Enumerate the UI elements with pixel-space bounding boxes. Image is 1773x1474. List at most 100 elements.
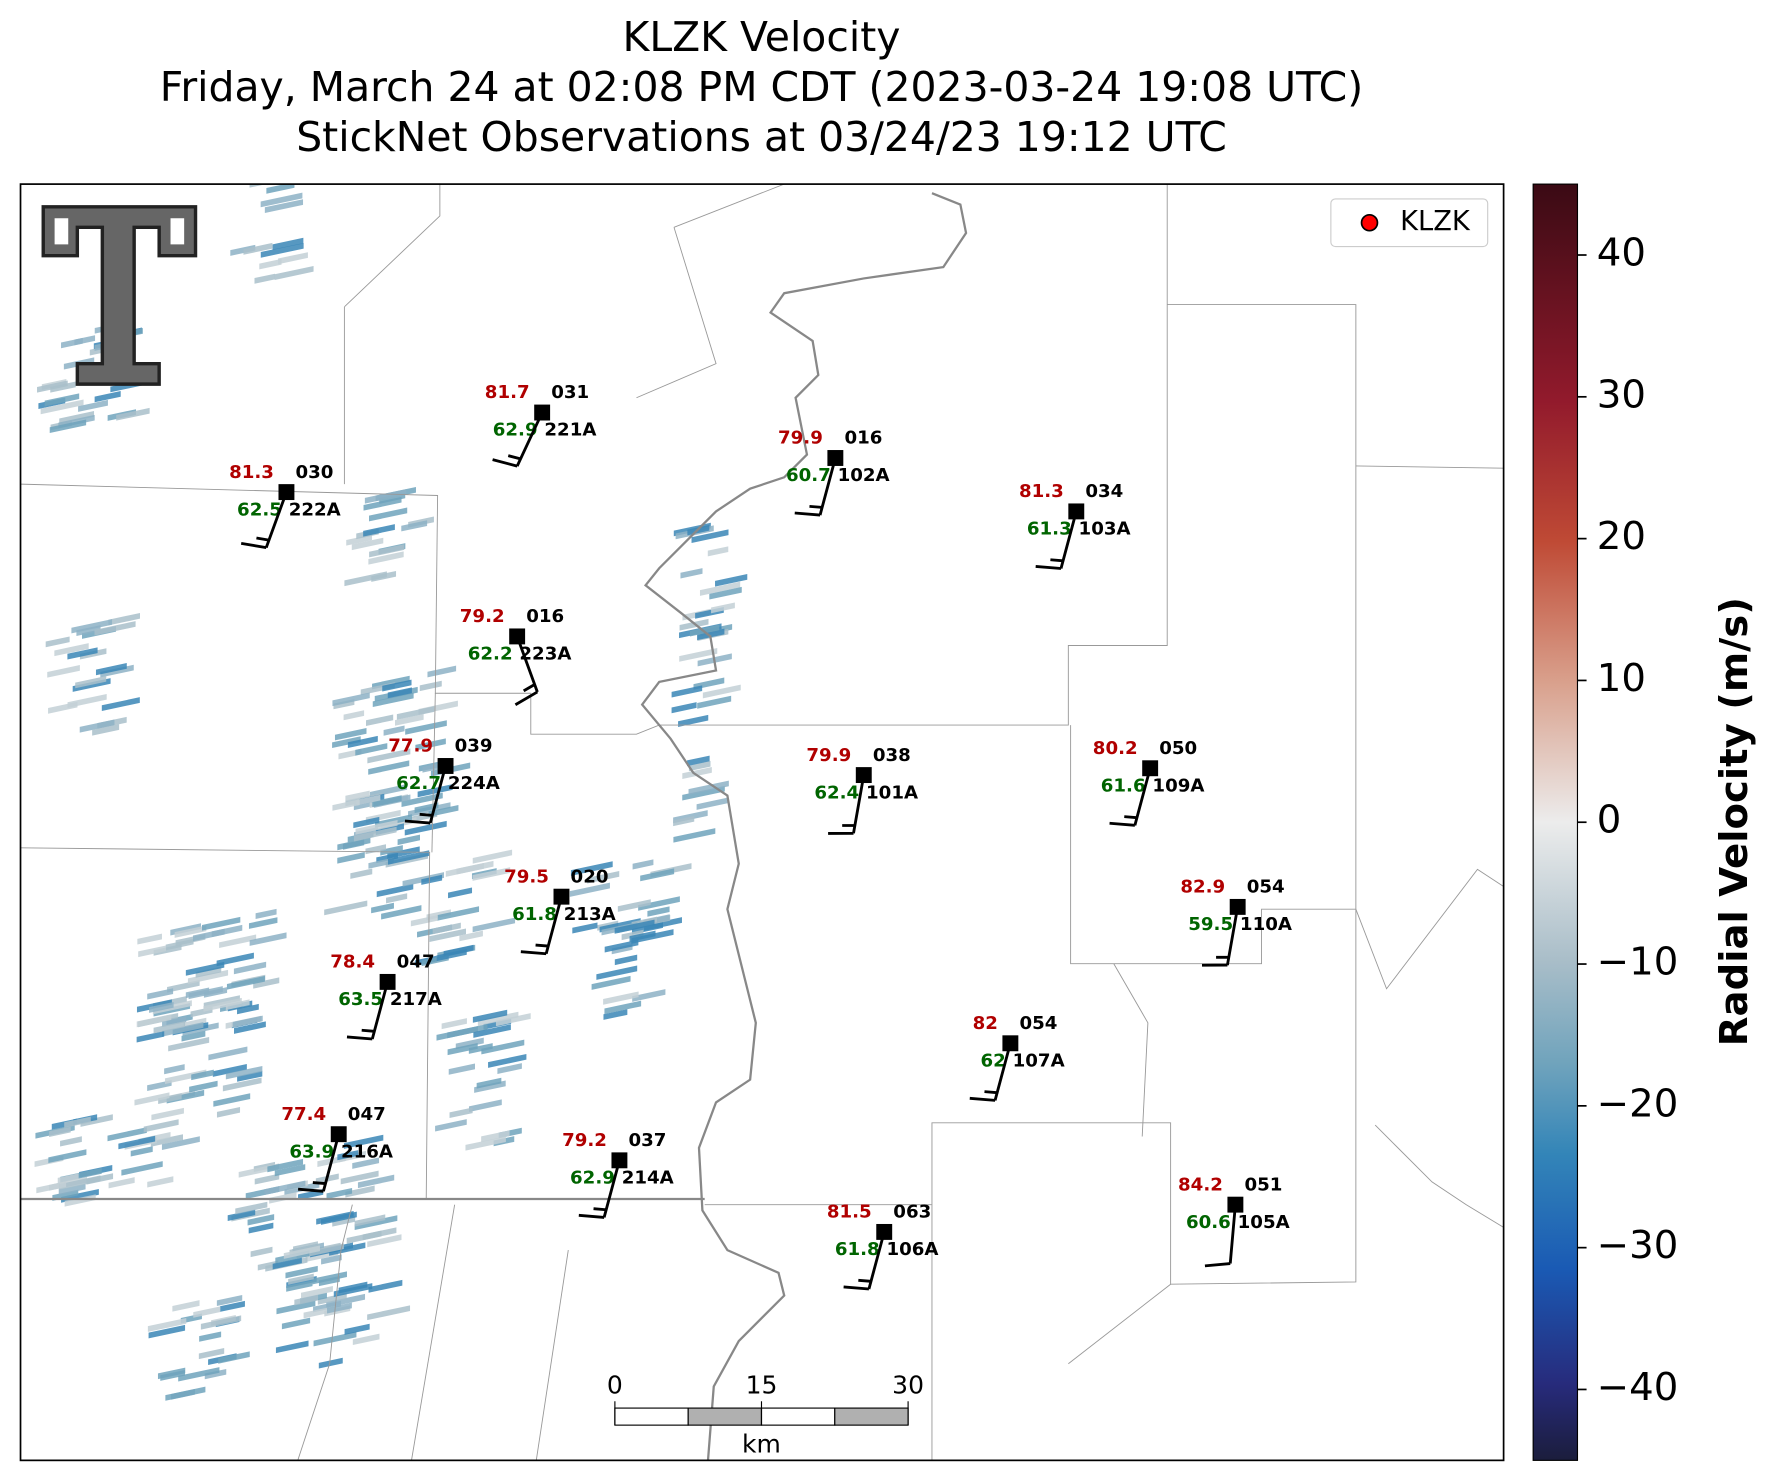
- echo: [272, 237, 304, 251]
- echo: [367, 1305, 411, 1321]
- echo: [130, 1146, 153, 1157]
- echo: [603, 991, 639, 1005]
- echo: [281, 1317, 311, 1330]
- echo: [351, 537, 384, 551]
- dewpoint: 62.7: [396, 773, 441, 794]
- echo: [158, 1093, 182, 1104]
- echo: [275, 1340, 309, 1354]
- echo: [285, 1265, 318, 1279]
- logo: [41, 205, 198, 386]
- station-marker: [509, 628, 526, 645]
- echo: [632, 859, 654, 870]
- echo: [50, 381, 76, 393]
- echo: [691, 529, 729, 543]
- map-area: [20, 184, 1504, 1461]
- dewpoint: 62.9: [570, 1168, 615, 1189]
- echo: [300, 1286, 333, 1299]
- legend: [1330, 198, 1489, 248]
- echo: [364, 489, 407, 504]
- legend-marker: [1360, 213, 1379, 232]
- station-id: 107A: [1013, 1050, 1065, 1071]
- echo: [233, 1021, 266, 1034]
- dewpoint: 61.6: [1101, 775, 1146, 796]
- dewpoint: 61.3: [1027, 519, 1072, 540]
- scale-label: 15: [746, 1370, 778, 1399]
- echo: [591, 975, 631, 990]
- echo: [219, 934, 257, 949]
- echo: [447, 1043, 478, 1056]
- echo: [441, 1018, 467, 1030]
- title-line: KLZK Velocity: [623, 13, 901, 61]
- colorbar-tick-label: 0: [1597, 798, 1622, 843]
- scale-label: 30: [892, 1370, 924, 1399]
- station-code: 016: [844, 428, 882, 449]
- title-line: StickNet Observations at 03/24/23 19:12 …: [296, 113, 1227, 161]
- echo: [632, 989, 666, 1002]
- scale-segment: [614, 1407, 689, 1426]
- echo: [427, 665, 457, 678]
- echo: [172, 1300, 200, 1312]
- echo: [247, 1214, 275, 1226]
- echo: [107, 1127, 147, 1142]
- station-id: 102A: [838, 465, 890, 486]
- echo: [49, 1126, 71, 1137]
- echo: [161, 1022, 204, 1037]
- echo: [121, 1161, 163, 1176]
- echo: [288, 1273, 314, 1285]
- echo: [222, 1077, 262, 1092]
- echo: [48, 1149, 87, 1164]
- echo: [294, 1294, 319, 1306]
- echo: [248, 917, 278, 929]
- echo: [237, 1070, 263, 1082]
- legend-label: KLZK: [1400, 206, 1471, 237]
- echo: [448, 1063, 476, 1075]
- echo: [340, 1170, 379, 1185]
- echo: [604, 1000, 642, 1015]
- echo: [432, 922, 461, 935]
- echo: [614, 919, 655, 934]
- echo: [671, 685, 703, 698]
- echo: [346, 534, 373, 546]
- scale-bar: 0 15 30 km: [607, 1370, 924, 1458]
- station-id: 101A: [866, 782, 918, 803]
- echo: [372, 795, 402, 808]
- station-code: 054: [1019, 1013, 1057, 1034]
- echo: [161, 1136, 200, 1150]
- echo: [369, 544, 405, 558]
- echo: [688, 780, 729, 795]
- echo: [382, 679, 412, 692]
- wind-barb: [578, 1159, 621, 1219]
- echo: [495, 1013, 531, 1027]
- dewpoint: 62: [981, 1050, 1006, 1071]
- echo: [472, 1009, 508, 1023]
- echo: [371, 570, 397, 582]
- echo: [640, 868, 675, 882]
- radar-echoes: [34, 184, 748, 1401]
- echo: [108, 1177, 135, 1189]
- echo: [333, 1283, 373, 1298]
- echo: [64, 1116, 91, 1128]
- echo: [435, 1119, 467, 1132]
- colorbar-tick-label: 40: [1597, 231, 1646, 276]
- echo: [203, 997, 242, 1012]
- echo: [233, 1015, 263, 1028]
- wind-barb: [240, 491, 288, 550]
- echo: [318, 1276, 340, 1287]
- echo: [711, 602, 735, 614]
- wind-barb: [1201, 906, 1240, 967]
- echo: [165, 1386, 206, 1401]
- echo: [682, 785, 725, 801]
- echo: [687, 755, 710, 767]
- station-code: 063: [893, 1202, 931, 1223]
- station-code: 047: [397, 952, 435, 973]
- echo: [264, 1180, 306, 1195]
- colorbar-tick-label: 20: [1597, 514, 1646, 559]
- echo: [697, 695, 732, 709]
- echo: [264, 199, 304, 213]
- echo: [497, 1063, 522, 1075]
- echo: [95, 663, 127, 676]
- temperature: 77.4: [281, 1104, 326, 1125]
- echo: [343, 1134, 384, 1149]
- echo: [189, 1080, 218, 1093]
- echo: [193, 928, 225, 942]
